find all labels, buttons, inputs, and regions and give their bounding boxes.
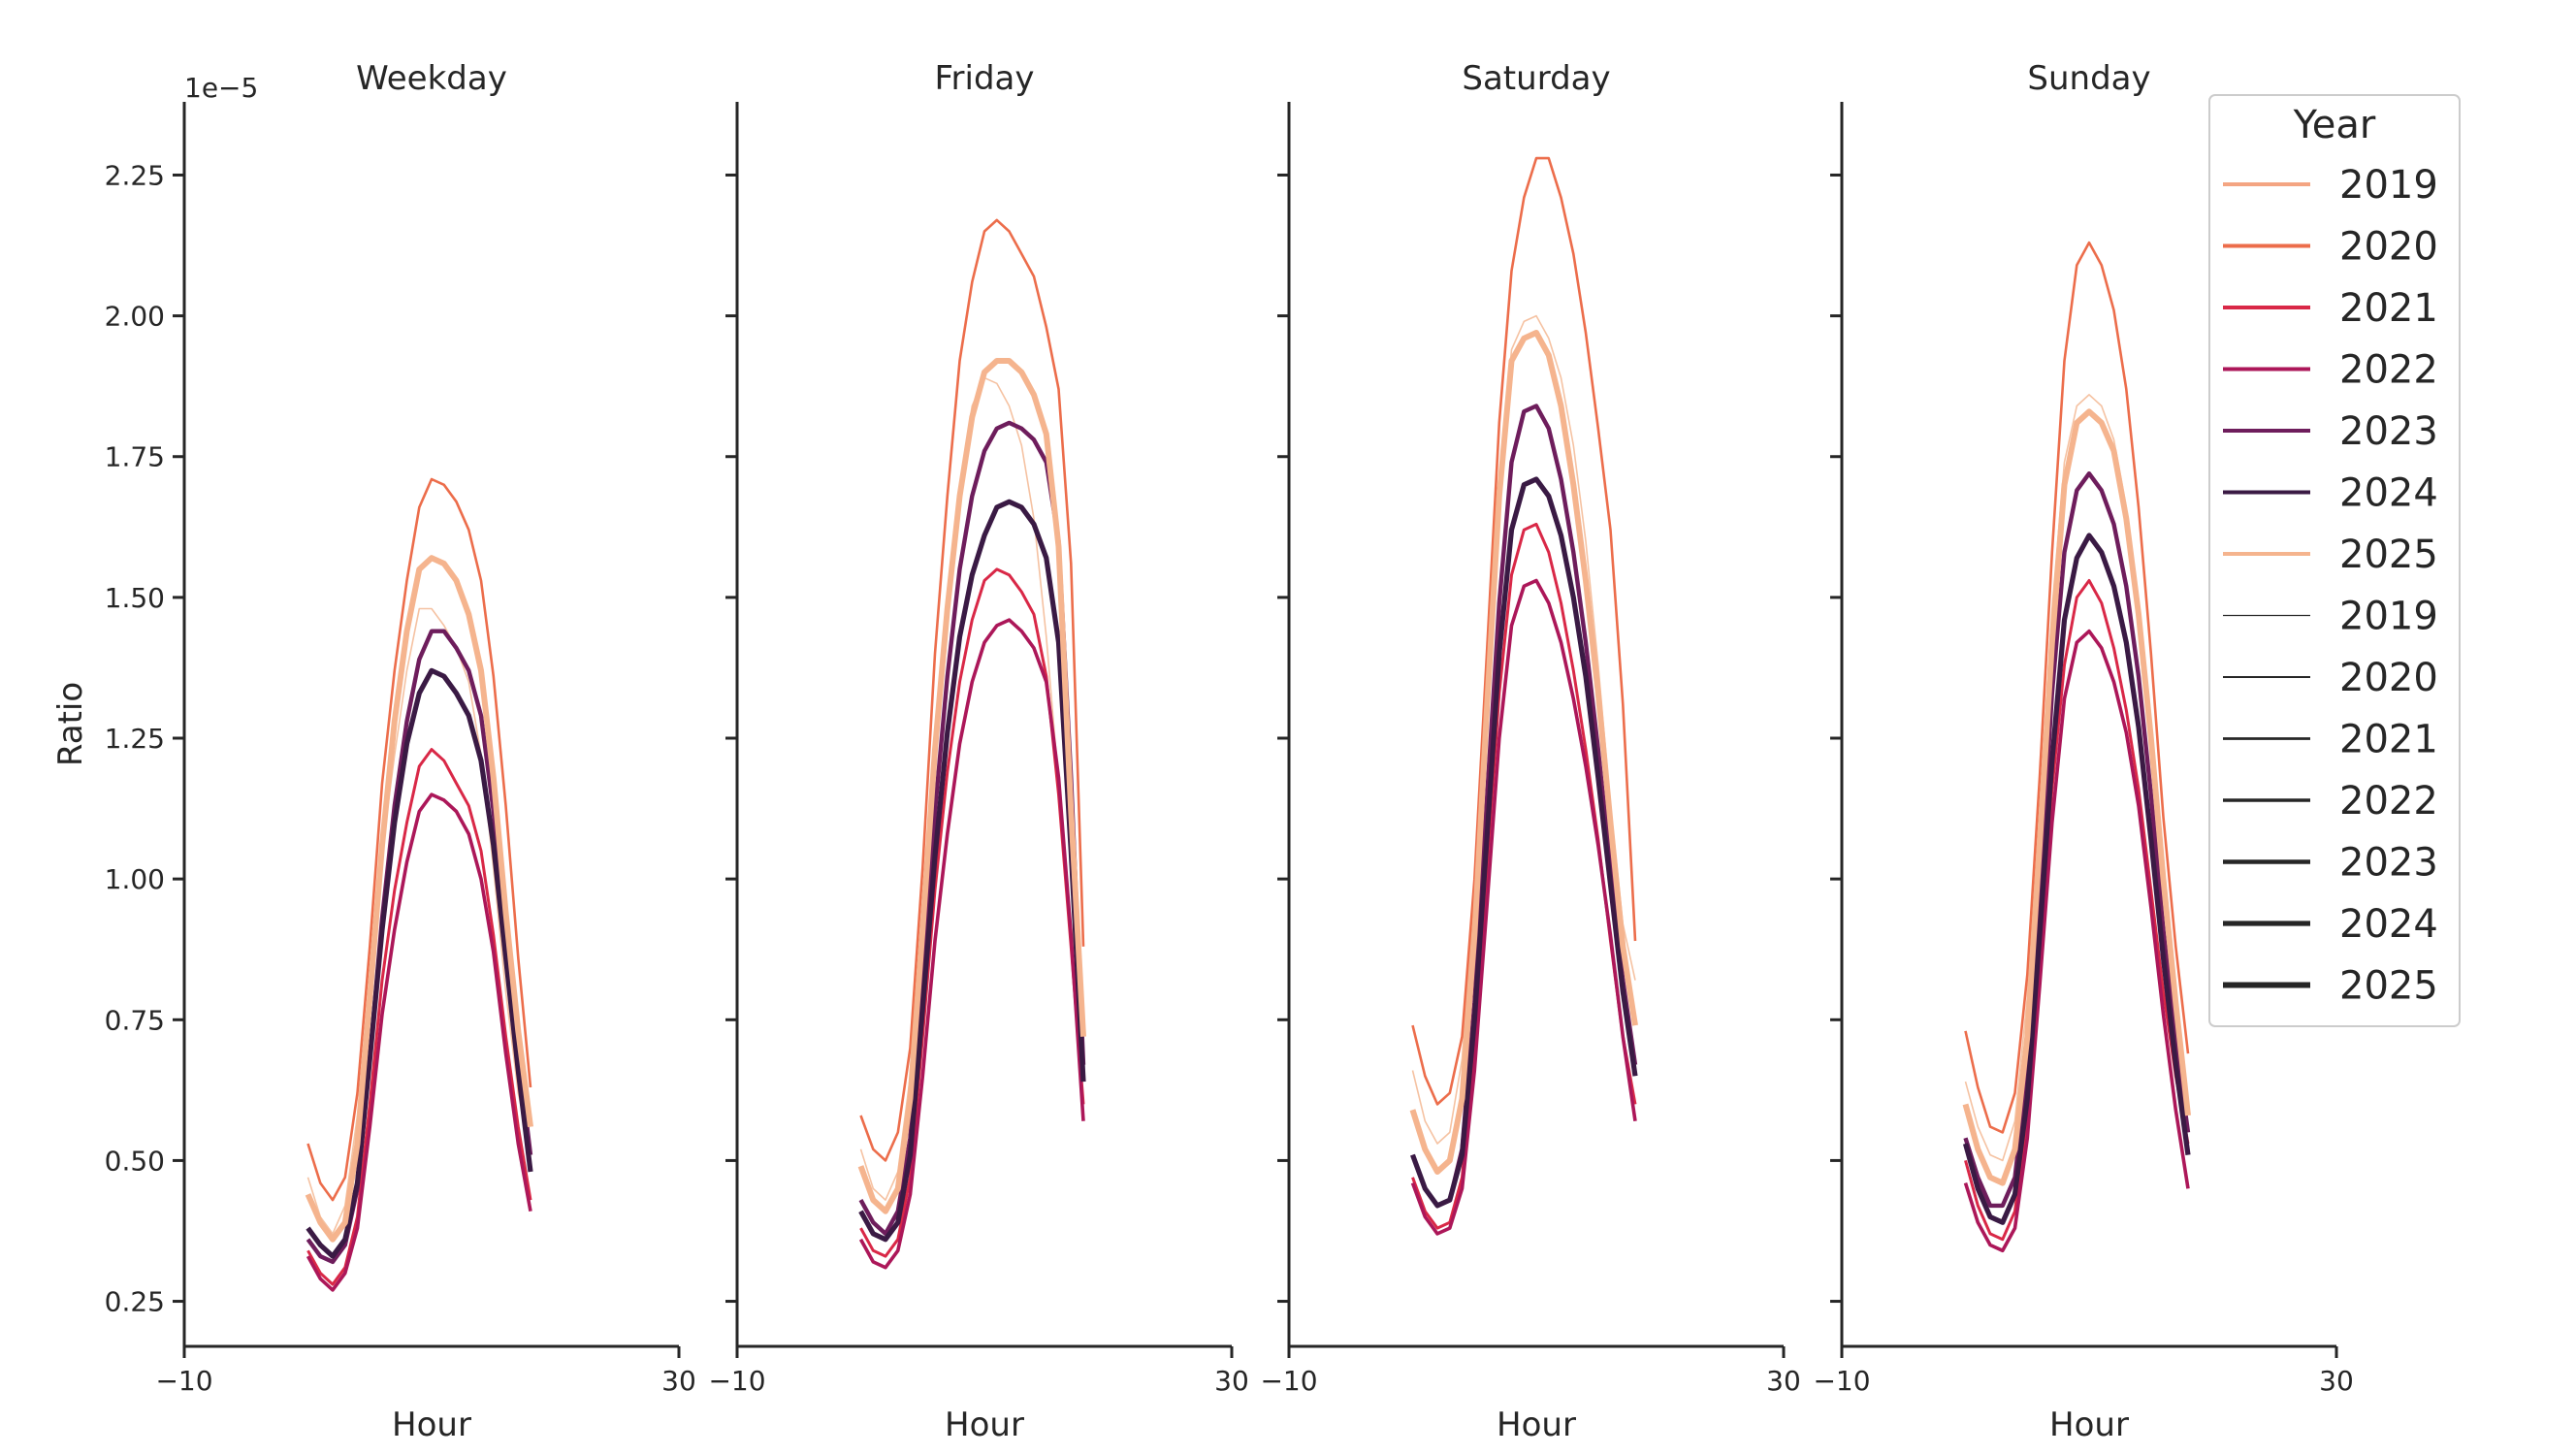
x-tick-label: 30 bbox=[661, 1365, 696, 1397]
legend-label-hue: 2024 bbox=[2339, 471, 2438, 516]
series-line-sunday-2024 bbox=[1962, 533, 2191, 1225]
y-tick-label: 2.00 bbox=[105, 301, 165, 333]
series-line-friday-2023 bbox=[858, 420, 1086, 1237]
y-offset-text: 1e−5 bbox=[184, 72, 258, 104]
legend-label-size: 2021 bbox=[2339, 718, 2438, 762]
series-line-friday-2021 bbox=[859, 567, 1085, 1258]
panel-title-saturday: Saturday bbox=[1462, 59, 1610, 98]
legend-label-size: 2020 bbox=[2339, 656, 2438, 700]
legend-label-hue: 2023 bbox=[2339, 409, 2438, 454]
series-line-friday-2022 bbox=[858, 618, 1085, 1270]
y-axis-label: Ratio bbox=[51, 682, 90, 766]
legend-label-hue: 2022 bbox=[2339, 348, 2438, 393]
legend-label-hue: 2019 bbox=[2339, 163, 2438, 208]
x-tick-label: −10 bbox=[155, 1365, 212, 1397]
series-line-saturday-2022 bbox=[1410, 578, 1637, 1236]
series-line-weekday-2024 bbox=[306, 667, 533, 1259]
series-line-weekday-2025 bbox=[305, 555, 533, 1243]
x-tick-label: −10 bbox=[1260, 1365, 1317, 1397]
y-tick-label: 1.25 bbox=[105, 723, 165, 755]
y-tick-label: 2.25 bbox=[105, 159, 165, 191]
legend-label-hue: 2021 bbox=[2339, 286, 2438, 331]
panel-title-weekday: Weekday bbox=[356, 59, 507, 98]
series-line-sunday-2022 bbox=[1963, 629, 2190, 1253]
x-tick-label: 30 bbox=[2319, 1365, 2354, 1397]
legend-label-size: 2019 bbox=[2339, 595, 2438, 639]
x-tick-label: 30 bbox=[1766, 1365, 1801, 1397]
y-tick-label: 1.75 bbox=[105, 441, 165, 473]
series-line-sunday-2023 bbox=[1963, 471, 2191, 1209]
x-axis-label: Hour bbox=[392, 1406, 471, 1444]
x-axis-label: Hour bbox=[1497, 1406, 1576, 1444]
legend-label-size: 2025 bbox=[2339, 964, 2438, 1009]
panel-title-sunday: Sunday bbox=[2027, 59, 2150, 98]
y-tick-label: 0.75 bbox=[105, 1004, 165, 1036]
x-tick-label: −10 bbox=[708, 1365, 765, 1397]
y-tick-label: 0.25 bbox=[105, 1286, 165, 1318]
y-tick-label: 1.00 bbox=[105, 863, 165, 895]
series-line-friday-2020 bbox=[859, 218, 1085, 1162]
series-line-weekday-2022 bbox=[306, 792, 532, 1292]
legend-label-hue: 2025 bbox=[2339, 533, 2438, 577]
legend-title: Year bbox=[2293, 103, 2376, 147]
panel-title-friday: Friday bbox=[934, 59, 1034, 98]
series-line-weekday-2023 bbox=[306, 629, 533, 1265]
legend-box bbox=[2208, 94, 2461, 1027]
x-tick-label: −10 bbox=[1813, 1365, 1870, 1397]
series-line-sunday-2025 bbox=[1962, 408, 2191, 1186]
legend-label-hue: 2020 bbox=[2339, 225, 2438, 270]
y-tick-label: 0.50 bbox=[105, 1145, 165, 1177]
series-line-weekday-2020 bbox=[306, 477, 532, 1202]
series-line-saturday-2024 bbox=[1410, 476, 1638, 1209]
y-tick-label: 1.50 bbox=[105, 582, 165, 614]
series-line-friday-2024 bbox=[858, 499, 1086, 1243]
x-axis-label: Hour bbox=[945, 1406, 1024, 1444]
x-axis-label: Hour bbox=[2049, 1406, 2129, 1444]
legend-label-size: 2023 bbox=[2339, 841, 2438, 886]
series-line-sunday-2021 bbox=[1964, 579, 2190, 1242]
legend-label-size: 2022 bbox=[2339, 779, 2438, 824]
series-line-saturday-2020 bbox=[1411, 156, 1637, 1106]
series-line-friday-2025 bbox=[857, 358, 1086, 1214]
series-line-saturday-2019 bbox=[1411, 314, 1636, 1145]
legend-label-size: 2024 bbox=[2339, 902, 2438, 947]
series-line-saturday-2025 bbox=[1409, 330, 1638, 1175]
series-line-sunday-2020 bbox=[1964, 241, 2190, 1134]
x-tick-label: 30 bbox=[1214, 1365, 1249, 1397]
